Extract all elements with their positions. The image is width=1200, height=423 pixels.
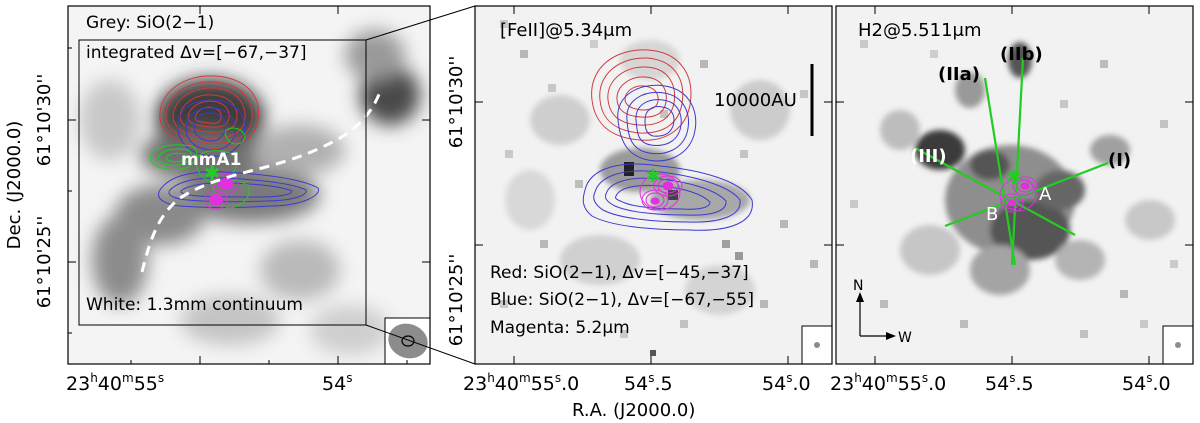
middle-panel: ✱ [FeII]@5.34μm 10000AU Red: SiO(2−1), Δ… [474, 5, 833, 365]
left-green-star-icon: ✱ [204, 161, 221, 185]
middle-xtick-1: 54s.5 [624, 371, 673, 395]
scale-bar-label: 10000AU [714, 90, 797, 111]
left-ytick-0: 61°10'30'' [34, 74, 55, 167]
middle-ytick-1: 61°10'25'' [446, 254, 467, 347]
right-xtick-2: 54s.0 [1122, 371, 1171, 395]
source-label-A: A [1039, 184, 1052, 205]
middle-xtick-0: 23h40m55s.0 [463, 371, 579, 395]
right-h2-greyscale: ✱ [850, 40, 1178, 338]
compass-west-label: W [898, 330, 912, 346]
jet-label-IIa: (IIa) [938, 64, 980, 85]
compass-north-label: N [853, 278, 863, 294]
middle-xtick-2: 54s.0 [762, 371, 811, 395]
middle-green-star-icon: ✱ [645, 166, 660, 187]
jet-label-I: (I) [1108, 150, 1131, 171]
zoom-line-top [365, 5, 476, 41]
right-noise-pixels [850, 40, 1178, 338]
y-axis-label: Dec. (J2000.0) [4, 121, 25, 250]
legend-magenta: Magenta: 5.2μm [490, 318, 630, 338]
right-green-star-icon: ✱ [1006, 167, 1021, 188]
left-ytick-1: 61°10'25'' [34, 216, 55, 309]
jet-label-IIb: (IIb) [1000, 44, 1043, 65]
jet-line-IIa [983, 77, 1017, 266]
x-axis-label: R.A. (J2000.0) [572, 400, 695, 421]
left-title-line2: integrated Δv=[−67,−37] [86, 43, 307, 63]
middle-magenta-contours [639, 173, 683, 211]
left-xtick-1: 54s [322, 371, 352, 395]
left-red-contours [159, 75, 260, 149]
left-sio-greyscale: ✱ [80, 30, 420, 355]
middle-ytick-0: 61°10'30'' [446, 56, 467, 149]
right-xtick-0: 23h40m55s.0 [830, 371, 946, 395]
left-panel: ✱ Grey: SiO(2−1) integrated Δv=[−67,−37]… [67, 5, 431, 365]
left-xtick-0: 23h40m55s [66, 371, 164, 395]
source-label-B: B [986, 204, 998, 225]
x-tick-labels: 23h40m55s 54s 23h40m55s.0 54s.5 54s.0 23… [66, 371, 1171, 395]
right-title: H2@5.511μm [858, 20, 982, 41]
middle-panel-frame [474, 5, 833, 365]
middle-blue-contours [582, 84, 753, 231]
middle-title: [FeII]@5.34μm [500, 20, 632, 41]
left-magenta-source [204, 173, 239, 210]
right-xtick-1: 54s.5 [985, 371, 1034, 395]
right-panel: ✱ H2@5.511μm (IIa) (IIb) (III) (I) A B N… [835, 5, 1194, 365]
tick-marks [68, 6, 1193, 364]
left-beam-ellipse [388, 323, 428, 359]
middle-noise-pixels [500, 20, 818, 356]
middle-dark-knot [624, 162, 634, 176]
left-blue-contours [158, 99, 319, 208]
legend-red: Red: SiO(2−1), Δv=[−45,−37] [490, 263, 749, 283]
right-panel-frame [835, 5, 1194, 365]
right-magenta-contours [999, 176, 1038, 213]
middle-beam-box [801, 325, 833, 365]
left-footer: White: 1.3mm continuum [86, 295, 303, 315]
legend-blue: Blue: SiO(2−1), Δv=[−67,−55] [490, 290, 754, 310]
jet-line-IIb [1010, 57, 1025, 266]
middle-feii-greyscale: ✱ [500, 20, 818, 356]
left-panel-frame [67, 5, 431, 365]
left-inset-box [78, 39, 367, 326]
zoom-line-bottom [365, 324, 476, 365]
jet-line-III [914, 147, 1076, 236]
left-title-line1: Grey: SiO(2−1) [86, 13, 214, 33]
filament-dashed-line [140, 91, 382, 273]
jet-label-III: (III) [910, 146, 947, 167]
compass: N W [853, 278, 912, 346]
source-label-mmA1: mmA1 [181, 150, 241, 170]
